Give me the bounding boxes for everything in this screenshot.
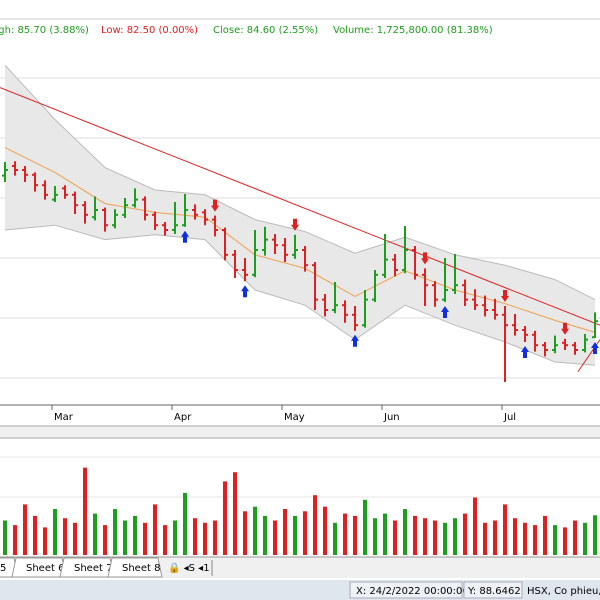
sheet-tabs: 5 Sheet 6 Sheet 7 Sheet 8 — [0, 557, 163, 578]
status-cell — [463, 581, 523, 599]
volume-bar — [373, 518, 377, 555]
volume-bar — [473, 497, 477, 555]
volume-bar — [243, 511, 247, 555]
volume-bar — [123, 520, 127, 555]
volume-bar — [73, 522, 77, 555]
sheet-tab[interactable] — [107, 557, 163, 578]
sell-signal — [501, 290, 509, 302]
volume-bar — [143, 522, 147, 555]
volume-bar — [263, 515, 267, 555]
header-low: Low: 82.50 (0.00%) — [101, 25, 198, 36]
buy-signal — [241, 285, 249, 298]
volume-bar — [13, 525, 17, 555]
volume-bar — [323, 506, 327, 555]
sell-signal — [291, 218, 299, 231]
status-cell — [349, 581, 463, 599]
volume-bar — [483, 522, 487, 555]
header-high: High: 85.70 (3.88%) — [0, 25, 89, 36]
volume-bar — [573, 520, 577, 555]
header-close: Close: 84.60 (2.55%) — [213, 25, 318, 36]
buy-signal — [521, 346, 529, 358]
buy-signal — [181, 230, 189, 243]
sell-signal — [421, 252, 429, 265]
volume-bar — [3, 520, 7, 555]
sheet-tab-label[interactable]: 5 — [0, 563, 6, 574]
volume-bar — [213, 520, 217, 555]
x-tick-label: May — [284, 412, 305, 423]
volume-bar — [453, 518, 457, 555]
volume-bar — [543, 515, 547, 555]
sheet-tab-label[interactable]: Sheet 6 — [26, 563, 64, 574]
volume-bar — [513, 518, 517, 555]
buy-signal — [351, 334, 359, 347]
volume-bar — [433, 520, 437, 555]
x-tick-label: Apr — [174, 412, 192, 423]
volume-bar — [233, 472, 237, 555]
volume-bar — [183, 492, 187, 555]
volume-bar — [83, 467, 87, 555]
volume-bar — [463, 513, 467, 555]
tab-nav-icons[interactable]: 🔒 ◂S ◂1 — [168, 562, 210, 574]
volume-bar — [533, 525, 537, 555]
volume-bar — [353, 515, 357, 555]
volume-bar — [113, 509, 117, 555]
volume-bar — [303, 511, 307, 555]
buy-signal — [441, 306, 449, 318]
volume-bar — [43, 527, 47, 555]
volume-bar — [133, 515, 137, 555]
volume-bar — [223, 481, 227, 555]
volume-bar — [163, 525, 167, 555]
x-tick-label: Mar — [54, 412, 74, 423]
volume-bar — [333, 522, 337, 555]
x-tick-label: Jul — [503, 412, 516, 423]
volume-bar — [283, 509, 287, 555]
sheet-tab-label[interactable]: Sheet 7 — [74, 563, 112, 574]
x-tick-label: Jun — [383, 412, 400, 423]
volume-bar — [103, 525, 107, 555]
volume-bar — [153, 504, 157, 555]
volume-bar — [53, 509, 57, 555]
volume-bar — [443, 522, 447, 555]
volume-bar — [403, 509, 407, 555]
sheet-tab-label[interactable]: Sheet 8 — [122, 563, 160, 574]
status-symbol: HSX, Co phieu, — [527, 586, 600, 597]
volume-bar — [383, 513, 387, 555]
volume-bar — [393, 520, 397, 555]
volume-bar — [193, 518, 197, 555]
trendline — [0, 87, 600, 326]
volume-bar — [493, 520, 497, 555]
header-bg — [0, 0, 600, 40]
volume-bar — [313, 495, 317, 555]
volume-bar — [583, 522, 587, 555]
buy-signal — [591, 342, 599, 354]
volume-bar — [423, 518, 427, 555]
volume-bar — [593, 515, 597, 555]
volume-bar — [173, 520, 177, 555]
sell-signal — [561, 322, 569, 335]
volume-bar — [293, 515, 297, 555]
volume-bar — [363, 499, 367, 555]
volume-bar — [253, 506, 257, 555]
volume-bar — [33, 515, 37, 555]
volume-bar — [343, 513, 347, 555]
volume-bar — [63, 518, 67, 555]
volume-bar — [503, 504, 507, 555]
volume-bar — [23, 504, 27, 555]
status-x: X: 24/2/2022 00:00:00 — [356, 586, 469, 597]
volume-bar — [93, 513, 97, 555]
volume-bar — [523, 522, 527, 555]
volume-bar — [563, 527, 567, 555]
status-y: Y: 88.6462 — [467, 586, 521, 597]
volume-bar — [203, 522, 207, 555]
volume-bar — [273, 520, 277, 555]
band-upper — [4, 64, 596, 301]
splitter — [0, 426, 600, 438]
volume-bar — [553, 525, 557, 555]
bollinger-band — [5, 65, 595, 366]
volume-bar — [413, 515, 417, 555]
header-volume: Volume: 1,725,800.00 (81.38%) — [333, 25, 493, 36]
sell-signal — [211, 199, 219, 212]
